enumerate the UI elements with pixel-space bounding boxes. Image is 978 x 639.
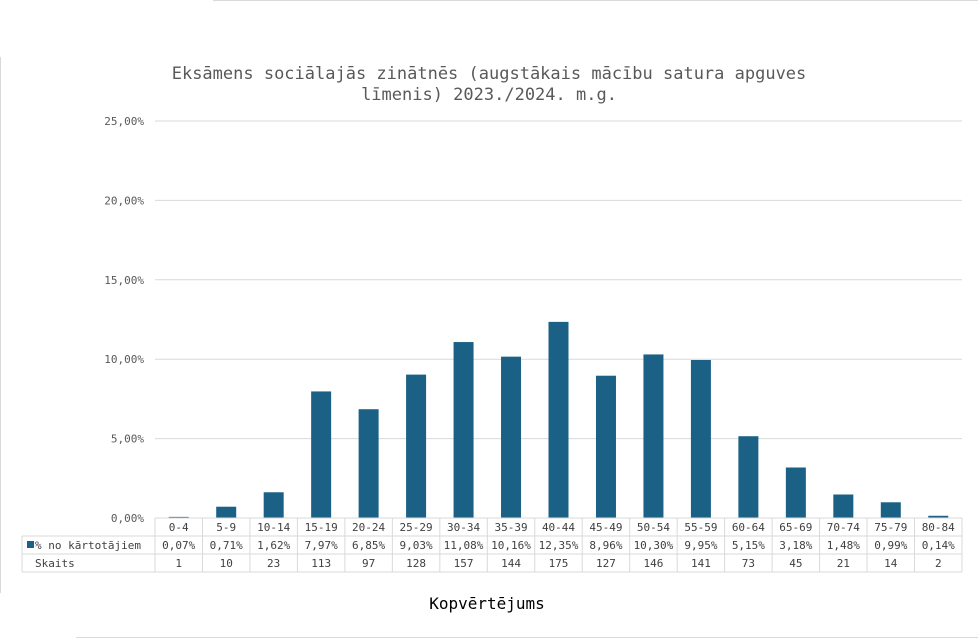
x-tick-label: 10-14 (257, 521, 290, 534)
x-tick-label: 80-84 (922, 521, 955, 534)
top-border (213, 0, 978, 1)
y-axis-ticks: 25,00% 20,00% 15,00% 10,00% 5,00% 0,00% (104, 115, 144, 525)
bar (548, 321, 569, 518)
x-tick-label: 5-9 (216, 521, 236, 534)
percent-cell: 6,85% (352, 539, 385, 552)
count-row-label: Skaits (35, 557, 75, 570)
percent-cell: 11,08% (444, 539, 484, 552)
title-line-1: Eksāmens sociālajās zinātnēs (augstākais… (172, 64, 807, 84)
count-cell: 23 (267, 557, 280, 570)
bar (406, 374, 427, 518)
x-tick-label: 40-44 (542, 521, 575, 534)
bottom-border (76, 637, 978, 638)
bar (643, 354, 664, 518)
x-tick-label: 25-29 (400, 521, 433, 534)
x-tick-label: 30-34 (447, 521, 480, 534)
y-tick-label: 5,00% (111, 433, 144, 446)
bar (216, 506, 237, 518)
x-tick-label: 45-49 (589, 521, 622, 534)
percent-cell: 1,48% (827, 539, 860, 552)
y-tick-label: 20,00% (104, 194, 144, 207)
bar (501, 356, 522, 518)
count-cell: 10 (220, 557, 233, 570)
percent-cell: 3,18% (779, 539, 812, 552)
x-tick-label: 55-59 (684, 521, 717, 534)
percent-cell: 10,16% (491, 539, 531, 552)
bar (785, 467, 806, 518)
x-tick-label: 70-74 (827, 521, 860, 534)
bar (263, 492, 284, 518)
x-tick-label: 15-19 (305, 521, 338, 534)
percent-cell: 10,30% (634, 539, 674, 552)
bar (168, 516, 189, 518)
count-cell: 141 (691, 557, 711, 570)
x-tick-label: 65-69 (779, 521, 812, 534)
x-tick-label: 20-24 (352, 521, 385, 534)
percent-cell: 5,15% (732, 539, 765, 552)
data-table: 0-4 0,07% 1 5-9 0,71% 10 10-14 1,62% 23 15-19 7,97… (21, 517, 963, 573)
x-tick-label: 75-79 (874, 521, 907, 534)
x-tick-label: 50-54 (637, 521, 670, 534)
count-cell: 146 (644, 557, 664, 570)
y-tick-label: 0,00% (111, 512, 144, 525)
x-axis-label: Kopvērtējums (429, 594, 545, 613)
bar (880, 502, 901, 518)
percent-cell: 0,71% (210, 539, 243, 552)
y-tick-label: 15,00% (104, 274, 144, 287)
legend-swatch (27, 541, 34, 548)
percent-cell: 9,95% (684, 539, 717, 552)
series-row-label: % no kārtotājiem (35, 539, 141, 552)
percent-cell: 0,14% (922, 539, 955, 552)
bar (311, 391, 332, 518)
bar (928, 515, 949, 518)
count-cell: 113 (311, 557, 331, 570)
percent-cell: 0,99% (874, 539, 907, 552)
percent-cell: 9,03% (400, 539, 433, 552)
count-cell: 175 (549, 557, 569, 570)
count-cell: 144 (501, 557, 521, 570)
percent-cell: 12,35% (539, 539, 579, 552)
percent-cell: 8,96% (589, 539, 622, 552)
bars (168, 321, 949, 518)
count-cell: 97 (362, 557, 375, 570)
count-cell: 127 (596, 557, 616, 570)
chart-title: Eksāmens sociālajās zinātnēs (augstākais… (172, 64, 807, 105)
x-tick-label: 60-64 (732, 521, 765, 534)
count-cell: 1 (175, 557, 182, 570)
count-cell: 45 (789, 557, 802, 570)
title-line-2: līmenis) 2023./2024. m.g. (361, 85, 617, 105)
count-cell: 73 (742, 557, 755, 570)
bar (595, 375, 616, 518)
count-cell: 157 (454, 557, 474, 570)
bar (833, 494, 854, 518)
count-cell: 21 (837, 557, 850, 570)
bar (358, 409, 379, 518)
count-cell: 14 (884, 557, 898, 570)
percent-cell: 7,97% (305, 539, 338, 552)
bar (453, 342, 474, 518)
percent-cell: 1,62% (257, 539, 290, 552)
count-cell: 2 (935, 557, 942, 570)
y-tick-label: 10,00% (104, 353, 144, 366)
percent-cell: 0,07% (162, 539, 195, 552)
left-border (0, 57, 1, 593)
x-tick-label: 0-4 (169, 521, 189, 534)
y-tick-label: 25,00% (104, 115, 144, 128)
bar (690, 359, 711, 518)
count-cell: 128 (406, 557, 426, 570)
x-tick-label: 35-39 (494, 521, 527, 534)
bar (738, 436, 759, 518)
